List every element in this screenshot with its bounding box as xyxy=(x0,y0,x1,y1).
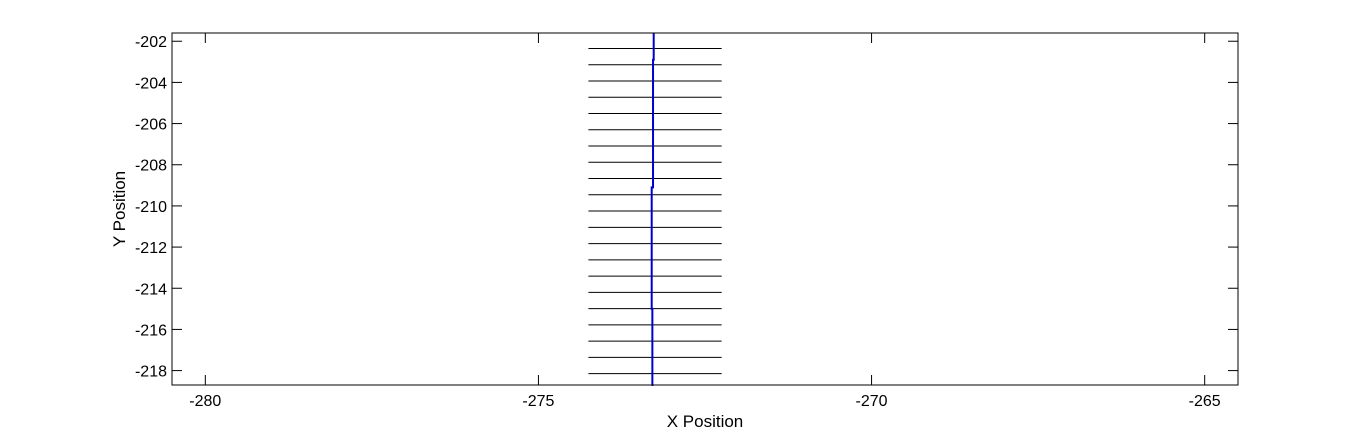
x-axis-label: X Position xyxy=(667,412,744,431)
y-tick-label: -210 xyxy=(135,199,167,216)
ticks-layer: -280 -275 -270 -265 -202 -204 -206 -208 -210 -212… xyxy=(135,33,1238,410)
x-tick-label: -275 xyxy=(522,393,554,410)
x-tick-label: -280 xyxy=(189,393,221,410)
y-tick-label: -208 xyxy=(135,158,167,175)
axes-box xyxy=(171,32,1239,386)
series-line xyxy=(650,33,655,386)
y-axis-label: Y Position xyxy=(110,171,129,247)
y-tick-label: -216 xyxy=(135,322,167,339)
y-tick-label: -202 xyxy=(135,34,167,51)
x-tick-label: -265 xyxy=(1189,393,1221,410)
y-tick-label: -212 xyxy=(135,240,167,257)
y-tick-label: -218 xyxy=(135,364,167,381)
y-tick-label: -204 xyxy=(135,75,167,92)
plot-area xyxy=(172,33,1238,385)
y-tick-label: -206 xyxy=(135,117,167,134)
y-tick-label: -214 xyxy=(135,281,167,298)
x-tick-label: -270 xyxy=(856,393,888,410)
data-layer xyxy=(588,33,722,386)
